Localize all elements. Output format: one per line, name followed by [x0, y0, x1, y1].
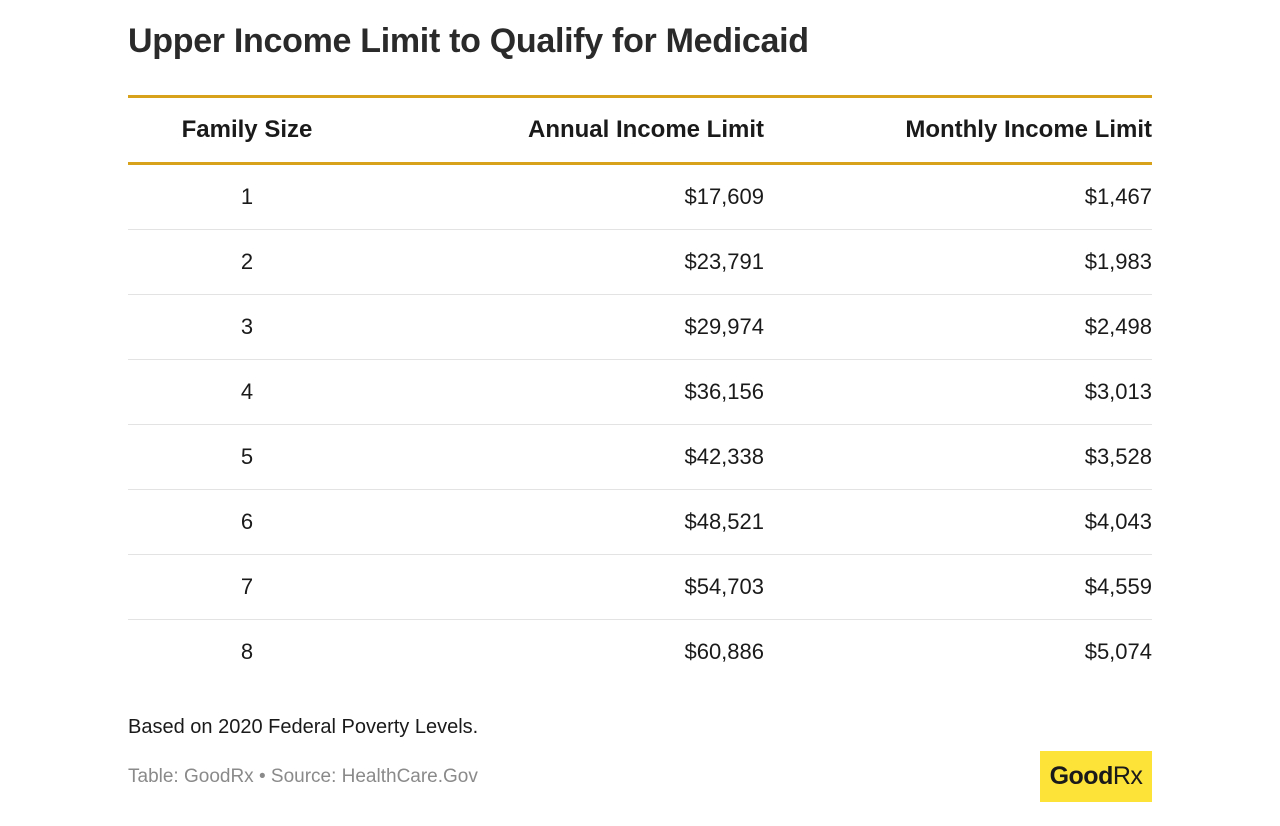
source-credit: Table: GoodRx • Source: HealthCare.Gov [128, 766, 478, 787]
income-limit-table: Family Size Annual Income Limit Monthly … [128, 95, 1152, 684]
logo-text-good: Good [1049, 762, 1114, 790]
cell-monthly-income-limit: $1,467 [1084, 184, 1152, 209]
cell-monthly-income-limit: $4,559 [1084, 574, 1152, 599]
cell-monthly-income-limit: $5,074 [1084, 639, 1152, 664]
cell-monthly-income-limit: $4,043 [1084, 509, 1152, 534]
cell-annual-income-limit: $42,338 [684, 444, 764, 469]
cell-family-size: 6 [240, 509, 254, 534]
table-row: 8 $60,886 $5,074 [128, 620, 1152, 685]
cell-annual-income-limit: $36,156 [684, 379, 764, 404]
cell-family-size: 1 [240, 184, 254, 209]
cell-family-size: 2 [240, 249, 254, 274]
table-row: 4 $36,156 $3,013 [128, 360, 1152, 425]
logo-text-rx: Rx [1112, 762, 1143, 790]
cell-annual-income-limit: $48,521 [684, 509, 764, 534]
income-table-container: Family Size Annual Income Limit Monthly … [128, 95, 1152, 684]
footnote: Based on 2020 Federal Poverty Levels. [128, 716, 479, 738]
header-monthly-income-limit: Monthly Income Limit [905, 116, 1152, 143]
header-family-size: Family Size [181, 116, 313, 143]
cell-annual-income-limit: $54,703 [684, 574, 764, 599]
cell-annual-income-limit: $23,791 [684, 249, 764, 274]
table-body: 1 $17,609 $1,467 2 $23,791 $1,983 3 $29,974 $2,4… [128, 164, 1152, 685]
header-annual-income-limit: Annual Income Limit [527, 116, 764, 143]
cell-family-size: 8 [240, 639, 254, 664]
table-row: 5 $42,338 $3,528 [128, 425, 1152, 490]
table-row: 2 $23,791 $1,983 [128, 230, 1152, 295]
cell-annual-income-limit: $29,974 [684, 314, 764, 339]
cell-monthly-income-limit: $2,498 [1084, 314, 1152, 339]
cell-family-size: 7 [240, 574, 254, 599]
goodrx-logo: Good Rx [1040, 751, 1152, 802]
cell-monthly-income-limit: $1,983 [1084, 249, 1152, 274]
table-row: 1 $17,609 $1,467 [128, 164, 1152, 230]
cell-family-size: 3 [240, 314, 254, 339]
table-header: Family Size Annual Income Limit Monthly … [128, 96, 1152, 164]
cell-monthly-income-limit: $3,528 [1084, 444, 1152, 469]
table-row: 6 $48,521 $4,043 [128, 490, 1152, 555]
cell-annual-income-limit: $17,609 [684, 184, 764, 209]
cell-monthly-income-limit: $3,013 [1084, 379, 1152, 404]
table-row: 3 $29,974 $2,498 [128, 295, 1152, 360]
cell-family-size: 5 [240, 444, 254, 469]
chart-title: Upper Income Limit to Qualify for Medica… [128, 22, 809, 60]
cell-family-size: 4 [240, 379, 254, 404]
cell-annual-income-limit: $60,886 [684, 639, 764, 664]
header-row: Family Size Annual Income Limit Monthly … [128, 96, 1152, 164]
table-row: 7 $54,703 $4,559 [128, 555, 1152, 620]
